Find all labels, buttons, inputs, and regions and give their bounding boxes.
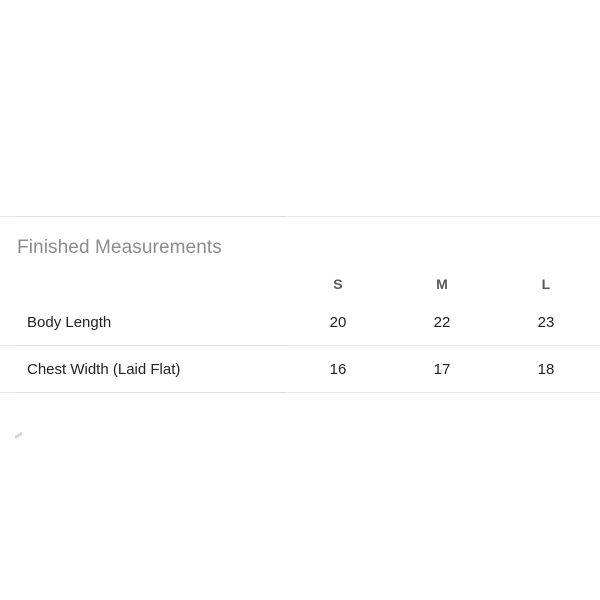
table-top-rule — [0, 216, 600, 217]
table-row: Body Length 20 22 23 — [0, 299, 600, 346]
table-caption: Finished Measurements — [17, 237, 222, 258]
column-header-measurement — [0, 269, 286, 299]
row-label-body-length: Body Length — [27, 314, 112, 331]
header-row-rule — [0, 345, 600, 346]
column-header-size-l: L — [541, 276, 551, 292]
cell-chest-width-s: 16 — [329, 361, 347, 378]
finished-measurements-block: Finished Measurements S M L — [0, 216, 600, 440]
row-1-rule — [0, 392, 600, 393]
cell-chest-width-m: 17 — [433, 361, 451, 378]
table-head: S M L — [0, 269, 600, 299]
cell-chest-width-l: 18 — [537, 361, 555, 378]
cell-body-length-s: 20 — [329, 314, 347, 331]
column-header-size-s: S — [333, 276, 343, 292]
row-label-chest-width: Chest Width (Laid Flat) — [27, 361, 181, 378]
table-row: Chest Width (Laid Flat) 16 17 18 — [0, 346, 600, 393]
table-body: Body Length 20 22 23 Chest Width (Laid F… — [0, 299, 600, 393]
column-header-size-m: M — [436, 276, 448, 292]
cell-body-length-l: 23 — [537, 314, 555, 331]
size-measurements-table: S M L Body Length 20 22 23 Chest Width (… — [0, 269, 600, 393]
table-header-row: S M L — [0, 269, 600, 299]
cell-body-length-m: 22 — [433, 314, 451, 331]
scan-artifact-mark — [15, 429, 22, 440]
